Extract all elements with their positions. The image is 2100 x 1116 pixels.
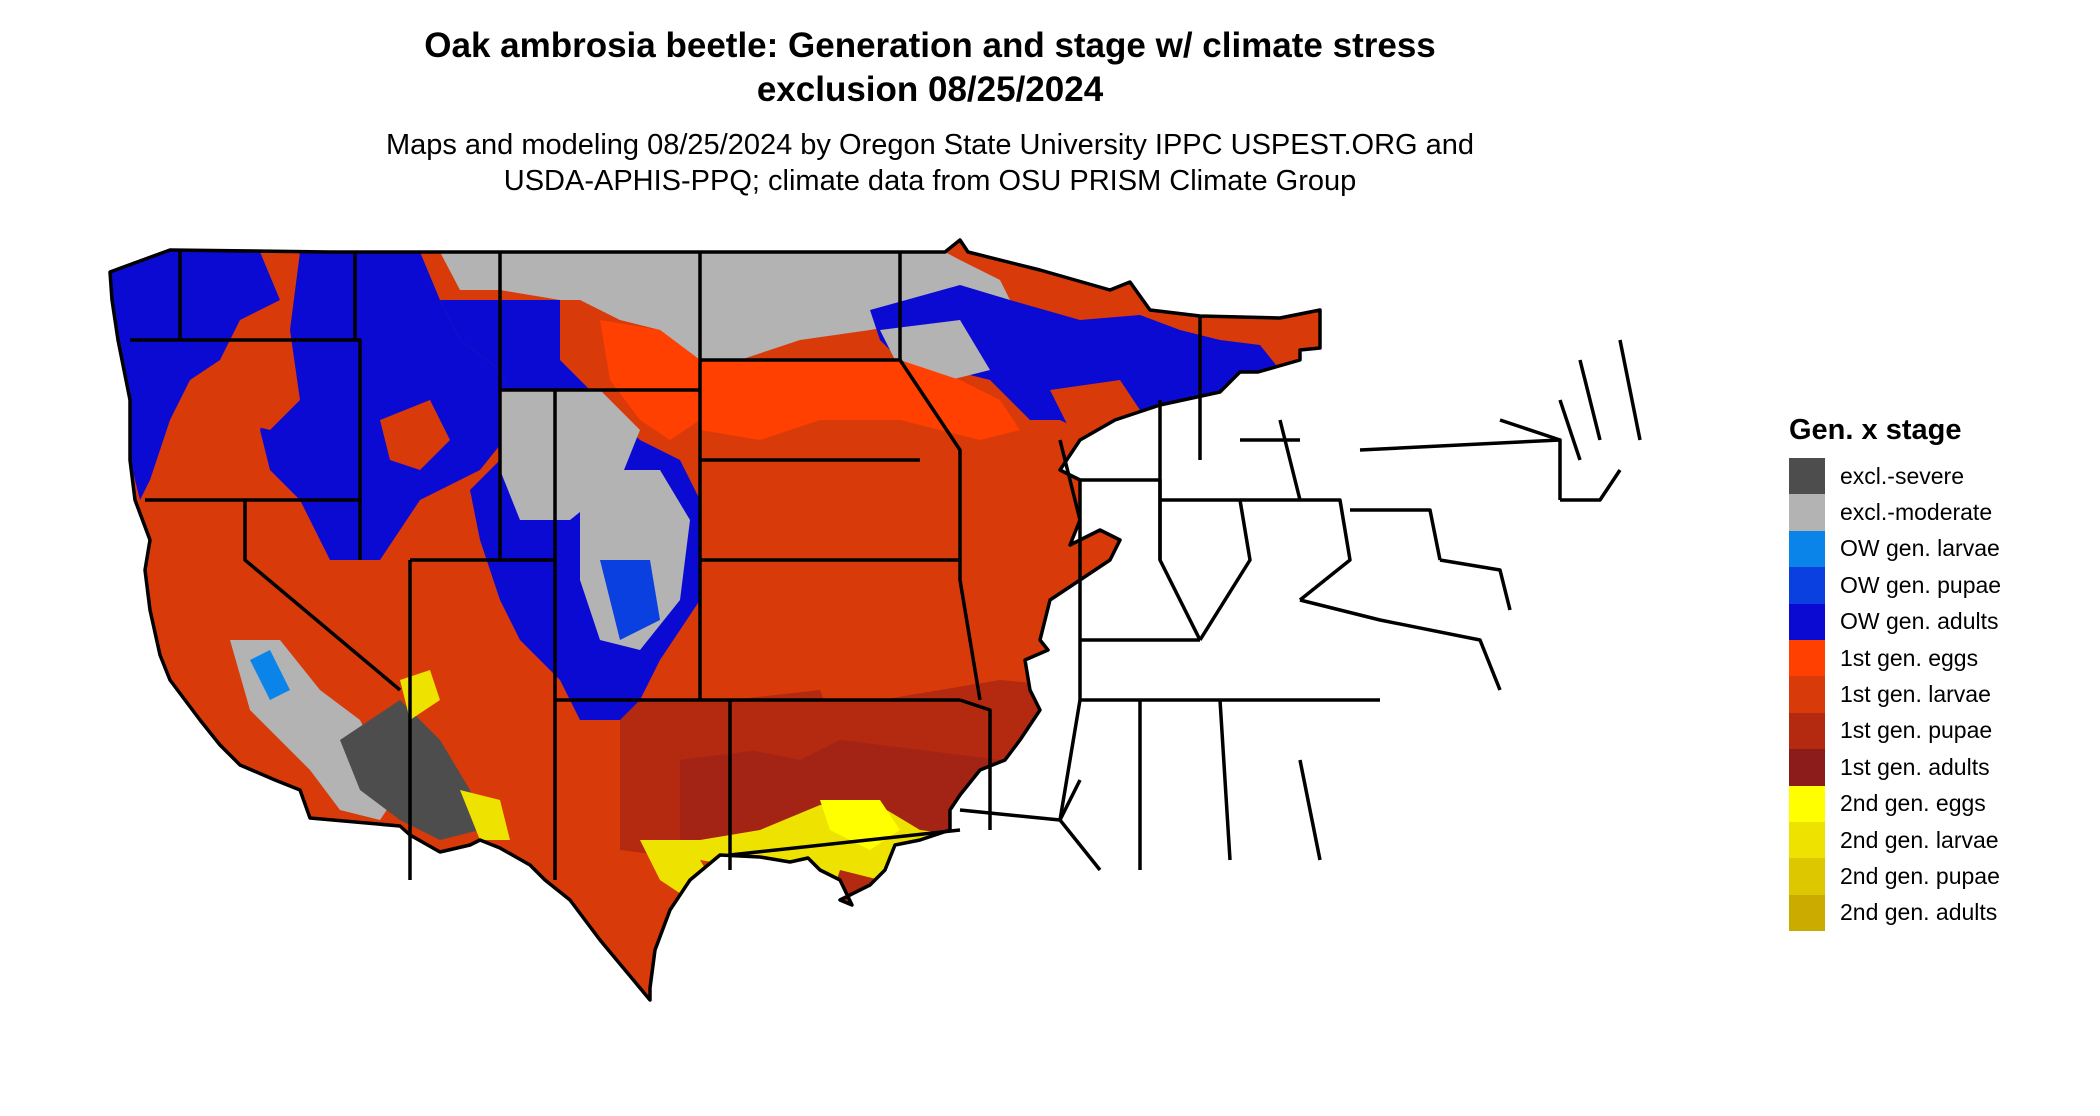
state-boundaries	[108, 238, 1642, 1002]
legend-swatch	[1789, 712, 1825, 750]
legend-item: OW gen. adults	[1789, 603, 2079, 640]
legend-item: 1st gen. adults	[1789, 749, 2079, 786]
legend-label: OW gen. adults	[1840, 608, 1999, 635]
legend-label: 1st gen. larvae	[1840, 681, 1991, 708]
legend-label: excl.-moderate	[1840, 499, 1993, 526]
legend-swatch	[1789, 749, 1825, 786]
legend-swatch	[1789, 603, 1825, 640]
legend-swatch	[1789, 494, 1825, 531]
legend-item: OW gen. pupae	[1789, 567, 2079, 604]
legend-title: Gen. x stage	[1789, 414, 1962, 446]
legend-label: 2nd gen. eggs	[1840, 790, 1986, 817]
legend: Gen. x stage excl.-severe excl.-moderate O…	[1789, 412, 2079, 932]
legend-item: OW gen. larvae	[1789, 530, 2079, 568]
legend-item: 1st gen. larvae	[1789, 676, 2079, 713]
map-title-line2: exclusion 08/25/2024	[756, 70, 1104, 109]
legend-item: 2nd gen. adults	[1789, 894, 2079, 932]
legend-item: excl.-moderate	[1789, 494, 2079, 531]
legend-label: 1st gen. pupae	[1840, 717, 1993, 744]
map-title-line1: Oak ambrosia beetle: Generation and stag…	[424, 26, 1436, 65]
legend-swatch	[1789, 458, 1825, 495]
map-subtitle-line2: USDA-APHIS-PPQ; climate data from OSU PR…	[503, 165, 1357, 197]
legend-item: 2nd gen. eggs	[1789, 785, 2079, 822]
legend-label: 1st gen. eggs	[1840, 644, 1979, 671]
legend-swatch	[1789, 785, 1825, 822]
legend-item: 1st gen. pupae	[1789, 712, 2079, 750]
legend-label: excl.-severe	[1840, 462, 1964, 489]
legend-items: excl.-severe excl.-moderate OW gen. larvae…	[1789, 458, 2079, 932]
map-subtitle-line1: Maps and modeling 08/25/2024 by Oregon S…	[385, 129, 1475, 161]
legend-swatch	[1789, 676, 1825, 713]
legend-label: 1st gen. adults	[1840, 753, 1990, 780]
legend-swatch	[1789, 858, 1825, 895]
legend-swatch	[1789, 639, 1825, 677]
legend-label: OW gen. larvae	[1840, 535, 2000, 562]
legend-swatch	[1789, 894, 1825, 932]
legend-label: OW gen. pupae	[1840, 571, 2002, 598]
legend-swatch	[1789, 530, 1825, 568]
legend-item: 2nd gen. pupae	[1789, 858, 2079, 895]
legend-item: 2nd gen. larvae	[1789, 821, 2079, 859]
legend-label: 2nd gen. adults	[1840, 899, 1998, 926]
legend-item: excl.-severe	[1789, 458, 2079, 495]
legend-label: 2nd gen. larvae	[1840, 826, 1999, 853]
legend-swatch	[1789, 567, 1825, 604]
legend-label: 2nd gen. pupae	[1840, 862, 2000, 889]
legend-swatch	[1789, 821, 1825, 859]
legend-item: 1st gen. eggs	[1789, 639, 2079, 677]
